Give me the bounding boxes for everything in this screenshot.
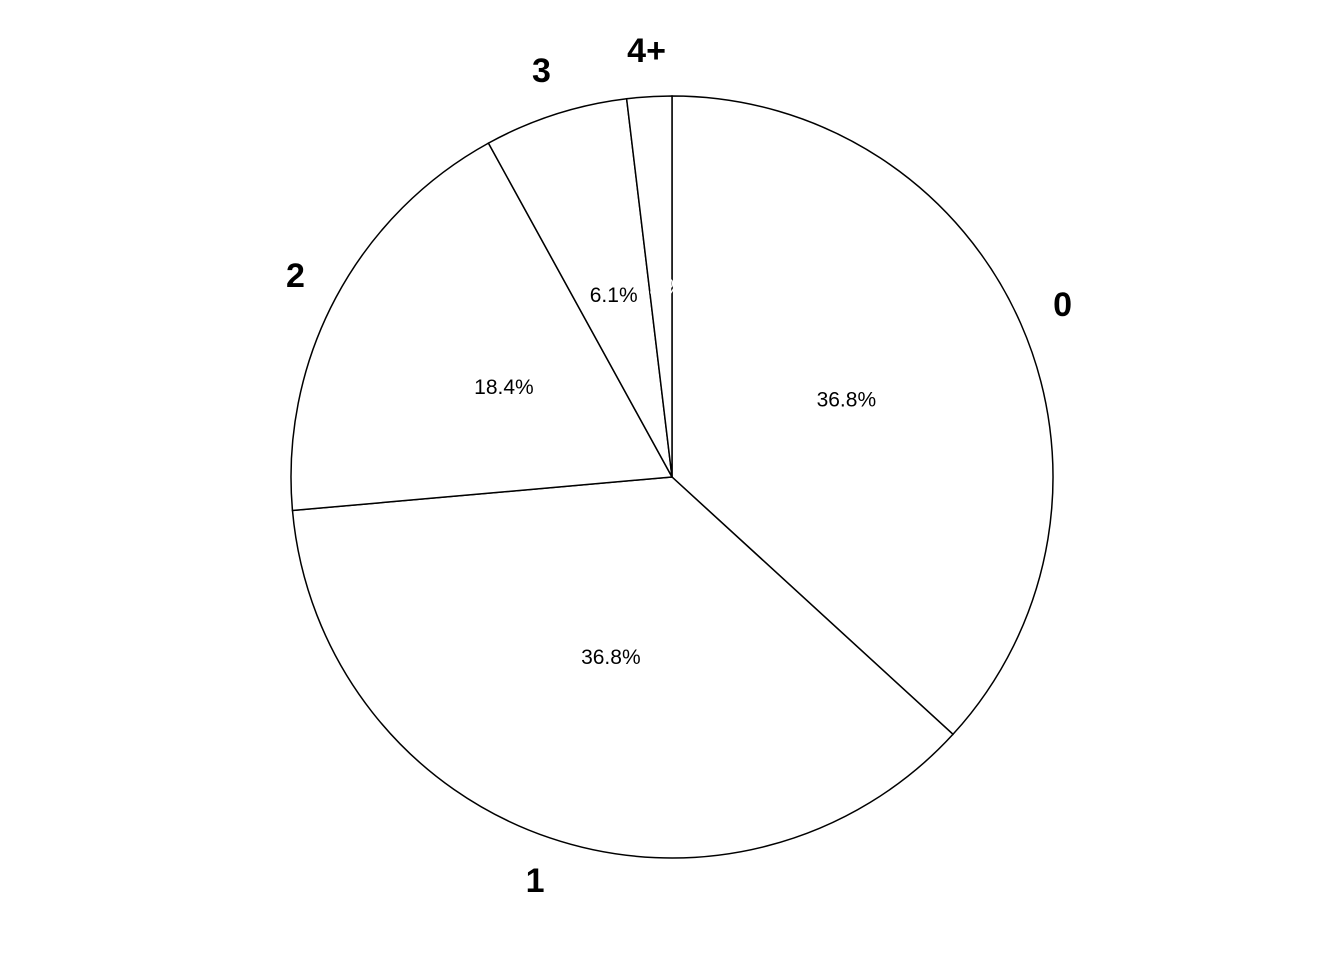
category-label: 3	[532, 52, 551, 90]
category-label: 2	[286, 257, 305, 295]
pie-slice-1	[291, 476, 955, 859]
percent-label: 18.4%	[474, 376, 534, 399]
category-label: 4+	[627, 32, 666, 70]
pie-slice-4+	[625, 95, 673, 478]
category-label: 0	[1053, 286, 1072, 324]
pie-slice-3	[487, 97, 673, 478]
percent-label: 36.8%	[581, 646, 641, 669]
percent-label: 1.9%	[637, 275, 685, 298]
percent-label: 36.8%	[817, 389, 877, 412]
category-label: 1	[526, 862, 545, 900]
percent-label: 6.1%	[590, 284, 638, 307]
pie-slice-0	[671, 95, 1054, 736]
pie-slice-2	[290, 142, 674, 512]
